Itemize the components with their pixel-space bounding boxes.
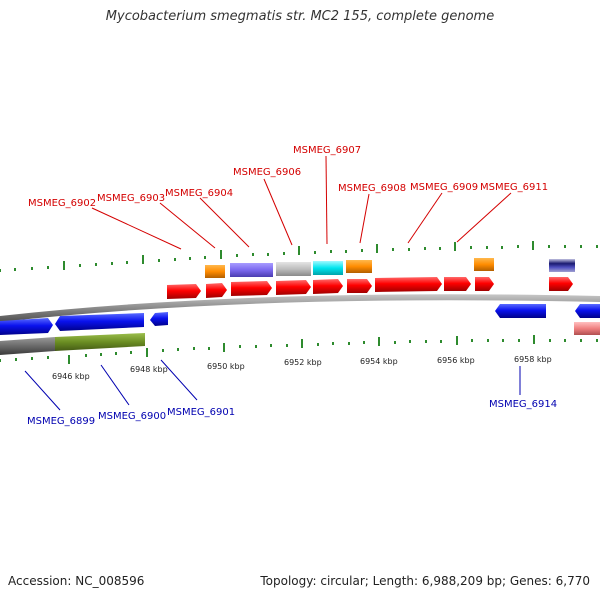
top-leader-lines [91,155,512,250]
reverse-cds-row [0,304,600,335]
gene-label-msmeg-6904[interactable]: MSMEG_6904 [165,188,233,199]
upper-feature-row [205,258,575,278]
forward-gene-arrow[interactable] [549,277,573,291]
reverse-gene-arrow[interactable] [55,313,144,331]
feature-gray[interactable] [276,262,311,276]
reverse-gene-arrow[interactable] [150,312,168,326]
gene-label-msmeg-6907[interactable]: MSMEG_6907 [293,145,361,156]
forward-gene-arrow[interactable] [444,277,471,291]
gene-label-msmeg-6911[interactable]: MSMEG_6911 [480,182,548,193]
gene-label-msmeg-6902[interactable]: MSMEG_6902 [28,198,96,209]
feature-orange[interactable] [346,260,372,273]
gene-label-msmeg-6909[interactable]: MSMEG_6909 [410,182,478,193]
gene-label-msmeg-6903[interactable]: MSMEG_6903 [97,193,165,204]
bottom-leader-lines [24,359,521,411]
feature-orange[interactable] [205,265,225,278]
scale-label: 6954 kbp [360,357,398,366]
feature-pink[interactable] [574,322,600,335]
scale-label: 6946 kbp [52,372,90,381]
scale-label: 6948 kbp [130,365,168,374]
scale-label: 6952 kbp [284,358,322,367]
forward-gene-arrow[interactable] [475,277,494,291]
lower-feature-row [0,322,600,355]
scale-label: 6956 kbp [437,356,475,365]
map-title: Mycobacterium smegmatis str. MC2 155, co… [105,9,495,24]
forward-gene-arrow[interactable] [347,279,372,293]
scale-label: 6950 kbp [207,362,245,371]
reverse-gene-arrow[interactable] [0,318,53,335]
reverse-gene-arrow[interactable] [495,304,546,318]
gene-label-msmeg-6900[interactable]: MSMEG_6900 [98,411,166,422]
genome-summary-text: Topology: circular; Length: 6,988,209 bp… [260,574,590,588]
forward-cds-row [167,277,573,299]
lower-tick-track [0,335,598,364]
top-gene-labels: MSMEG_6902 MSMEG_6903 MSMEG_6904 MSMEG_6… [28,145,548,209]
forward-gene-arrow[interactable] [167,284,201,299]
gene-label-msmeg-6906[interactable]: MSMEG_6906 [233,167,301,178]
forward-gene-arrow[interactable] [313,279,343,294]
bottom-gene-labels: MSMEG_6899 MSMEG_6900 MSMEG_6901 MSMEG_6… [27,399,557,427]
gene-label-msmeg-6908[interactable]: MSMEG_6908 [338,183,406,194]
gene-label-msmeg-6901[interactable]: MSMEG_6901 [167,407,235,418]
reverse-gene-arrow[interactable] [575,304,600,318]
feature-orange[interactable] [474,258,494,271]
upper-tick-track [0,241,598,272]
feature-slate[interactable] [230,263,273,277]
feature-cyan[interactable] [313,261,343,275]
gene-label-msmeg-6914[interactable]: MSMEG_6914 [489,399,557,410]
feature-navy-stripe[interactable] [549,259,575,272]
scale-labels: 6946 kbp 6948 kbp 6950 kbp 6952 kbp 6954… [52,355,552,381]
forward-gene-arrow[interactable] [231,281,272,296]
feature-dark-gray[interactable] [0,337,55,355]
forward-gene-arrow[interactable] [206,283,227,298]
forward-gene-arrow[interactable] [276,280,311,295]
gene-label-msmeg-6899[interactable]: MSMEG_6899 [27,416,95,427]
feature-olive[interactable] [55,333,145,351]
forward-gene-arrow[interactable] [375,277,442,292]
scale-label: 6958 kbp [514,355,552,364]
genome-backbone [0,294,600,322]
accession-text: Accession: NC_008596 [8,574,145,588]
